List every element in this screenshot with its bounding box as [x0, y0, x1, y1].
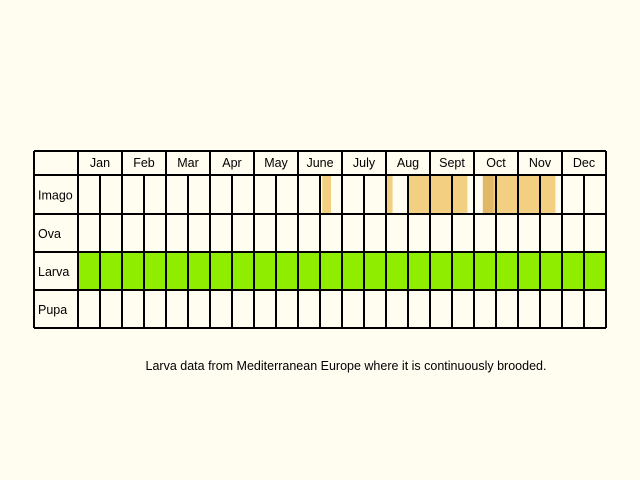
- bar-imago-2: [408, 176, 468, 213]
- stage-label-larva: Larva: [38, 265, 69, 279]
- bar-imago-1: [386, 176, 393, 213]
- stage-label-pupa: Pupa: [38, 303, 67, 317]
- month-label-feb: Feb: [133, 156, 155, 170]
- month-label-oct: Oct: [486, 156, 506, 170]
- bar-imago-3: [482, 176, 494, 213]
- stage-label-imago: Imago: [38, 189, 73, 203]
- month-label-aug: Aug: [397, 156, 419, 170]
- bar-imago-0: [322, 176, 331, 213]
- month-label-nov: Nov: [529, 156, 552, 170]
- month-label-apr: Apr: [222, 156, 241, 170]
- month-label-jan: Jan: [90, 156, 110, 170]
- month-label-june: June: [306, 156, 333, 170]
- month-label-dec: Dec: [573, 156, 595, 170]
- month-label-may: May: [264, 156, 288, 170]
- stage-label-ova: Ova: [38, 227, 61, 241]
- month-label-sept: Sept: [439, 156, 465, 170]
- chart-caption: Larva data from Mediterranean Europe whe…: [145, 359, 547, 373]
- month-label-july: July: [353, 156, 376, 170]
- month-label-mar: Mar: [177, 156, 199, 170]
- bar-imago-4: [493, 176, 556, 213]
